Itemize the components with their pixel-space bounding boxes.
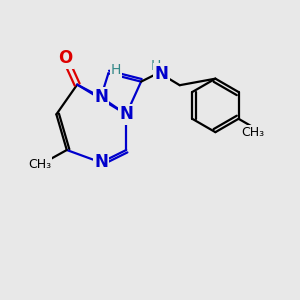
Text: CH₃: CH₃ bbox=[241, 126, 264, 139]
Text: O: O bbox=[58, 50, 72, 68]
Text: N: N bbox=[94, 88, 108, 106]
Text: H: H bbox=[111, 63, 121, 77]
Text: N: N bbox=[154, 64, 168, 82]
Text: N: N bbox=[119, 105, 133, 123]
Text: H: H bbox=[151, 59, 161, 73]
Text: N: N bbox=[94, 154, 108, 172]
Text: CH₃: CH₃ bbox=[28, 158, 51, 171]
